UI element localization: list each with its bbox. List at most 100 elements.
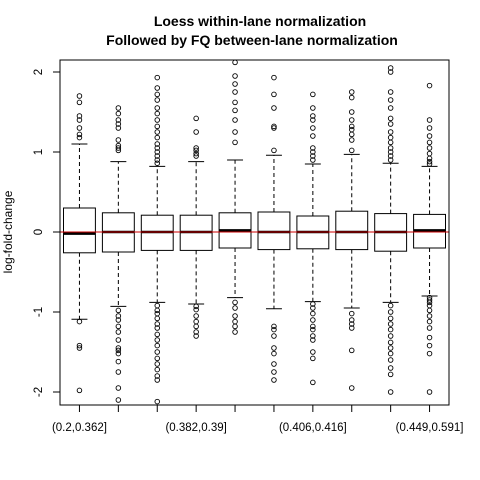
outlier-point: [310, 379, 316, 386]
outlier-point: [387, 389, 394, 395]
outlier-point: [387, 326, 394, 333]
outlier-point: [154, 74, 160, 81]
outlier-point: [310, 149, 316, 155]
outlier-point: [387, 153, 394, 159]
outlier-point: [154, 117, 160, 123]
outlier-point: [387, 315, 394, 322]
outlier-point: [426, 297, 433, 303]
outlier-point: [387, 89, 394, 95]
outlier-point: [232, 81, 238, 87]
outlier-point: [271, 91, 277, 98]
outlier-point: [154, 123, 160, 130]
outlier-point: [232, 318, 238, 325]
outlier-point: [349, 321, 355, 327]
y-tick-label: 1: [33, 149, 45, 155]
outlier-point: [232, 323, 238, 330]
outlier-point: [426, 150, 433, 157]
outlier-point: [310, 145, 316, 151]
outlier-point: [310, 337, 316, 343]
outlier-point: [115, 350, 122, 357]
outlier-point: [349, 123, 355, 130]
outlier-point: [426, 299, 433, 306]
outlier-point: [115, 125, 122, 131]
outlier-point: [426, 318, 433, 325]
outlier-point: [232, 99, 238, 106]
outlier-point: [349, 109, 355, 115]
outlier-point: [154, 315, 160, 322]
outlier-point: [76, 93, 83, 99]
outlier-point: [154, 331, 160, 338]
outlier-point: [387, 157, 394, 163]
outlier-point: [115, 121, 122, 127]
outlier-point: [426, 117, 433, 123]
outlier-point: [115, 317, 122, 323]
x-tick-label: (0.2,0.362]: [52, 422, 107, 434]
outlier-point: [115, 385, 122, 391]
outlier-point: [154, 141, 160, 147]
outlier-point: [349, 94, 355, 101]
outlier-point: [154, 325, 160, 331]
outlier-point: [115, 313, 122, 319]
outlier-point: [387, 345, 394, 351]
outlier-point: [426, 307, 433, 314]
outlier-point: [154, 149, 160, 155]
outlier-point: [426, 302, 433, 309]
outlier-point: [310, 153, 316, 159]
outlier-point: [115, 105, 122, 111]
outlier-point: [310, 349, 316, 355]
outlier-point: [193, 313, 199, 319]
outlier-point: [115, 145, 122, 151]
box-8: [335, 89, 369, 391]
outlier-point: [154, 337, 160, 343]
outlier-point: [349, 117, 355, 123]
outlier-point: [387, 134, 394, 141]
outlier-point: [115, 345, 122, 351]
outlier-point: [76, 117, 83, 123]
outlier-point: [76, 113, 83, 119]
x-axis: (0.2,0.362] (0.382,0.39] (0.406,0.416] (0.4…: [52, 405, 463, 434]
outlier-point: [387, 321, 394, 327]
outlier-point: [387, 97, 394, 103]
box-1: [63, 93, 96, 394]
outlier-point: [349, 126, 355, 133]
outlier-point: [232, 129, 238, 135]
outlier-point: [387, 121, 394, 127]
outlier-point: [310, 91, 316, 98]
outlier-point: [154, 349, 160, 355]
outlier-point: [76, 131, 83, 138]
outlier-point: [154, 129, 160, 135]
outlier-point: [154, 355, 160, 362]
x-tick-label: (0.382,0.39]: [165, 422, 226, 434]
outlier-point: [115, 337, 122, 343]
outlier-point: [271, 74, 277, 81]
outlier-point: [232, 299, 238, 306]
x-tick-label: (0.449,0.591]: [396, 422, 464, 434]
outlier-point: [193, 147, 199, 154]
outlier-point: [76, 134, 83, 141]
outlier-point: [154, 157, 160, 163]
outlier-point: [115, 347, 122, 354]
y-tick-label: 2: [33, 69, 45, 75]
y-tick-label: -1: [33, 307, 45, 317]
outlier-point: [349, 385, 355, 391]
outlier-point: [193, 303, 199, 310]
outlier-point: [426, 389, 433, 395]
outlier-point: [271, 105, 277, 111]
outlier-point: [232, 73, 238, 79]
outlier-point: [349, 310, 355, 317]
outlier-point: [387, 302, 394, 309]
outlier-point: [154, 398, 160, 405]
box-5: [218, 59, 252, 335]
outlier-point: [232, 329, 238, 335]
outlier-point: [115, 117, 122, 123]
outlier-point: [154, 302, 160, 309]
outlier-point: [426, 145, 433, 151]
outlier-point: [115, 397, 122, 403]
outlier-point: [154, 134, 160, 141]
outlier-point: [310, 310, 316, 317]
outlier-point: [76, 387, 83, 394]
outlier-point: [349, 147, 355, 154]
outlier-point: [387, 139, 394, 146]
outlier-point: [115, 110, 122, 117]
outlier-point: [115, 369, 122, 375]
